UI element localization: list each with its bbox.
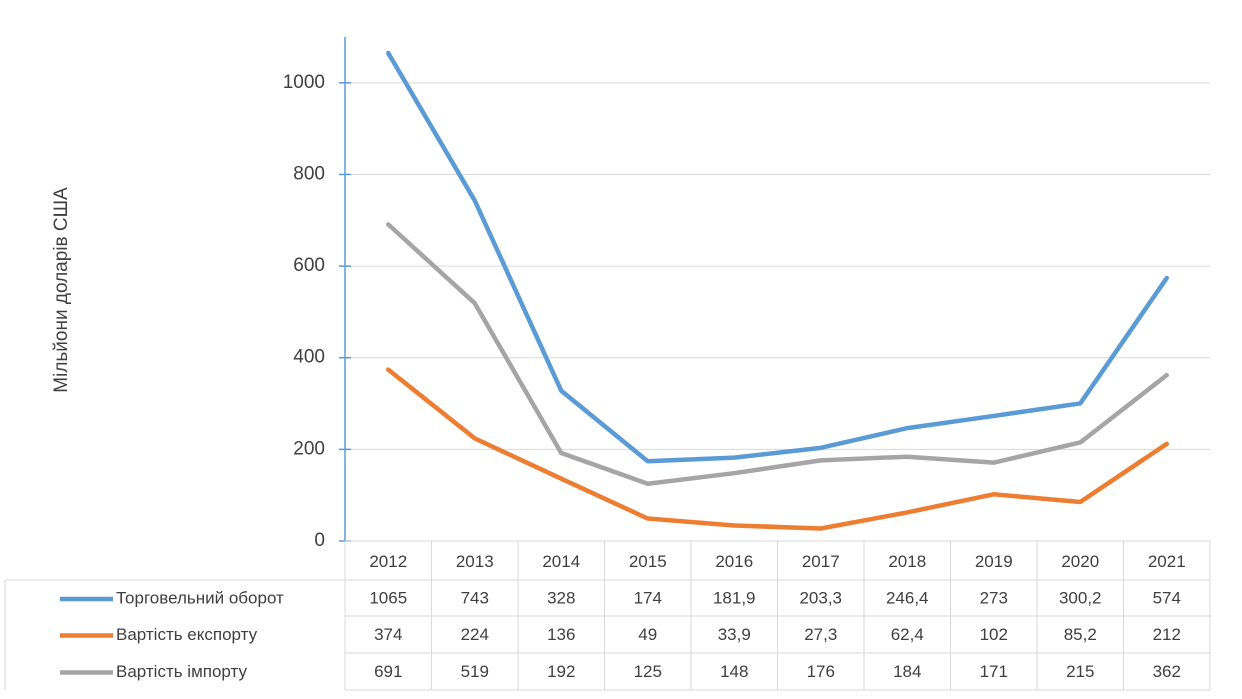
table-value: 136 [547, 625, 575, 644]
table-value: 743 [461, 588, 489, 607]
table-value: 519 [461, 662, 489, 681]
x-tick-label: 2020 [1061, 552, 1099, 571]
table-value: 203,3 [799, 588, 842, 607]
series-line [386, 222, 1169, 486]
table-value: 33,9 [718, 625, 751, 644]
table-value: 574 [1153, 588, 1181, 607]
table-value: 328 [547, 588, 575, 607]
x-tick-label: 2017 [802, 552, 840, 571]
table-value: 125 [634, 662, 662, 681]
table-value: 374 [374, 625, 402, 644]
table-value: 102 [980, 625, 1008, 644]
table-value: 192 [547, 662, 575, 681]
table-value: 184 [893, 662, 921, 681]
y-tick-label: 400 [293, 347, 325, 368]
table-value: 174 [634, 588, 662, 607]
table-value: 181,9 [713, 588, 756, 607]
series-line [386, 367, 1169, 531]
y-tick-label: 0 [314, 530, 325, 551]
table-value: 148 [720, 662, 748, 681]
table-value: 246,4 [886, 588, 929, 607]
x-tick-label: 2013 [456, 552, 494, 571]
table-value: 215 [1066, 662, 1094, 681]
table-value: 49 [638, 625, 657, 644]
y-axis-label: Мільйони доларів США [51, 187, 72, 393]
table-value: 300,2 [1059, 588, 1102, 607]
table-value: 176 [807, 662, 835, 681]
y-tick-label: 600 [293, 255, 325, 276]
x-tick-label: 2012 [369, 552, 407, 571]
table-value: 171 [980, 662, 1008, 681]
table-value: 691 [374, 662, 402, 681]
y-tick-label: 800 [293, 163, 325, 184]
table-value: 85,2 [1064, 625, 1097, 644]
table-value: 224 [461, 625, 489, 644]
table-value: 27,3 [804, 625, 837, 644]
x-tick-label: 2015 [629, 552, 667, 571]
table-value: 362 [1153, 662, 1181, 681]
x-tick-label: 2021 [1148, 552, 1186, 571]
x-tick-label: 2018 [888, 552, 926, 571]
table-value: 212 [1153, 625, 1181, 644]
y-tick-label: 1000 [283, 72, 325, 93]
x-tick-label: 2014 [542, 552, 580, 571]
legend-label: Вартість імпорту [116, 662, 247, 681]
y-tick-label: 200 [293, 438, 325, 459]
legend-label: Вартість експорту [116, 625, 258, 644]
x-tick-label: 2016 [715, 552, 753, 571]
table-value: 273 [980, 588, 1008, 607]
table-value: 62,4 [891, 625, 924, 644]
legend-label: Торговельний оборот [116, 588, 284, 607]
x-tick-label: 2019 [975, 552, 1013, 571]
table-value: 1065 [369, 588, 407, 607]
series-line [386, 50, 1169, 464]
